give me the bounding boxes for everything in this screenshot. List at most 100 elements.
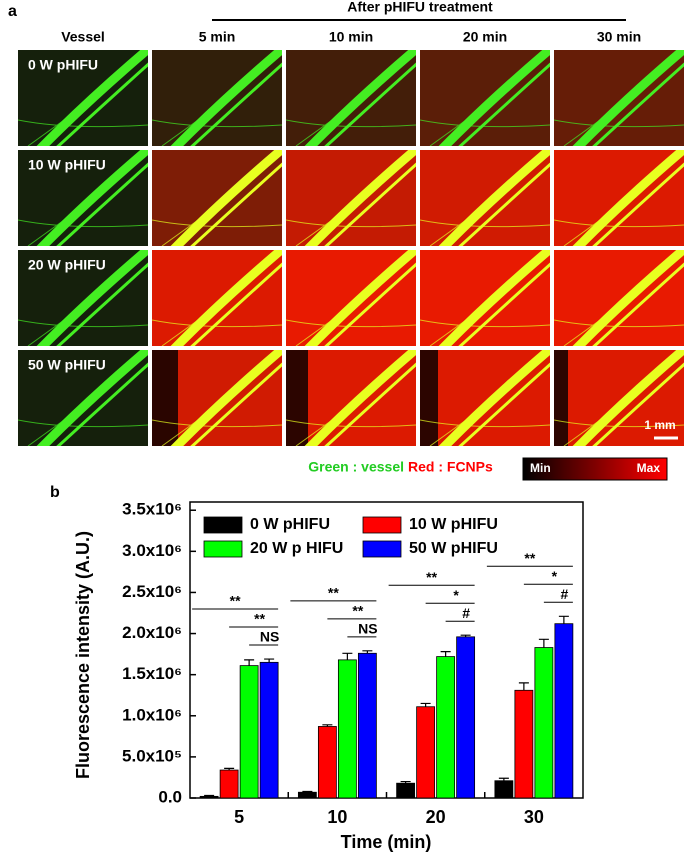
x-tick-label: 10 (327, 807, 347, 827)
capillary (286, 309, 416, 346)
bar (436, 656, 456, 799)
significance-label: ** (426, 569, 437, 585)
row-label: 10 W pHIFU (28, 157, 106, 173)
micrograph (286, 50, 416, 146)
capillary (554, 109, 684, 146)
column-header: 30 min (597, 29, 641, 45)
bar (514, 689, 534, 799)
micrograph (420, 250, 550, 346)
vessel (572, 50, 684, 146)
micrograph (554, 50, 684, 146)
micrograph (152, 350, 282, 446)
vessel (36, 150, 148, 246)
bar (259, 661, 279, 799)
dark-region (152, 350, 178, 446)
vessel (304, 150, 416, 246)
capillary (152, 309, 282, 346)
capillary (152, 209, 282, 246)
error-bar (460, 634, 471, 637)
micrograph-content (554, 350, 684, 446)
vessel (170, 150, 282, 246)
capillary (554, 409, 684, 446)
micrograph (554, 350, 684, 446)
micrograph-content (554, 50, 684, 146)
legend-swatch (203, 540, 243, 558)
micrograph-content (286, 50, 416, 146)
bar (534, 647, 554, 799)
micrograph (420, 350, 550, 446)
micrograph (420, 50, 550, 146)
error-bar (302, 790, 313, 793)
micrograph-content (152, 150, 282, 246)
panel-label: a (8, 3, 17, 20)
capillary (286, 409, 416, 446)
legend-label: 10 W pHIFU (409, 516, 498, 533)
micrograph (286, 250, 416, 346)
significance-label: ** (230, 593, 241, 609)
colorbar-max: Max (637, 461, 661, 475)
vessel (190, 162, 282, 246)
micrograph (18, 250, 148, 346)
bar (554, 623, 574, 799)
legend-swatch (362, 540, 402, 558)
capillary (420, 109, 550, 146)
vessel (458, 162, 550, 246)
vessel (458, 362, 550, 446)
bar (494, 780, 514, 799)
error-bar (204, 794, 215, 797)
vessel (304, 350, 416, 446)
vessel (170, 50, 282, 146)
micrograph-content (286, 350, 416, 446)
legend-label: 20 W p HIFU (250, 540, 343, 557)
micrograph-content (420, 250, 550, 346)
vessel (304, 50, 416, 146)
y-tick-label: 2.0x10⁶ (122, 623, 182, 642)
legend-green: Green : vessel (308, 459, 404, 475)
x-tick-label: 30 (524, 807, 544, 827)
legend-label: 0 W pHIFU (250, 516, 330, 533)
header: After pHIFU treatment (347, 0, 493, 15)
micrograph-content (18, 350, 148, 446)
vessel (438, 50, 550, 146)
colorbar (522, 457, 668, 481)
micrograph-content (420, 350, 550, 446)
micrograph-content (18, 50, 148, 146)
y-tick-label: 2.5x10⁶ (122, 582, 182, 601)
vessel (36, 250, 148, 346)
y-tick-label: 5.0x10⁵ (122, 746, 182, 765)
capillary (420, 209, 550, 246)
vessel (592, 262, 684, 346)
micrograph-content (554, 250, 684, 346)
error-bar (420, 702, 431, 707)
error-bar (362, 650, 373, 654)
vessel (56, 362, 148, 446)
bar (239, 665, 259, 799)
panel-label: b (50, 484, 60, 501)
capillary (18, 109, 148, 146)
vessel (592, 362, 684, 446)
bar (456, 636, 476, 799)
micrograph-content (152, 50, 282, 146)
micrograph-content (18, 150, 148, 246)
error-bar (400, 780, 411, 784)
dark-region (554, 350, 568, 446)
vessel (56, 262, 148, 346)
column-header: 10 min (329, 29, 373, 45)
scale-bar-label: 1 mm (644, 418, 675, 432)
capillary (554, 309, 684, 346)
error-bar (322, 724, 333, 727)
significance-label: * (453, 587, 459, 603)
legend-swatch (203, 516, 243, 534)
error-bar (498, 777, 509, 781)
y-axis-label: Fluorescence intensity (A.U.) (73, 531, 93, 779)
x-tick-label: 5 (234, 807, 244, 827)
y-tick-label: 3.0x10⁶ (122, 541, 182, 560)
column-header: Vessel (61, 29, 105, 45)
error-bar (342, 652, 353, 660)
vessel (438, 250, 550, 346)
micrograph-content (18, 250, 148, 346)
x-axis-label: Time (min) (341, 832, 432, 852)
micrograph-content (286, 150, 416, 246)
vessel (324, 162, 416, 246)
significance-label: ** (524, 550, 535, 566)
